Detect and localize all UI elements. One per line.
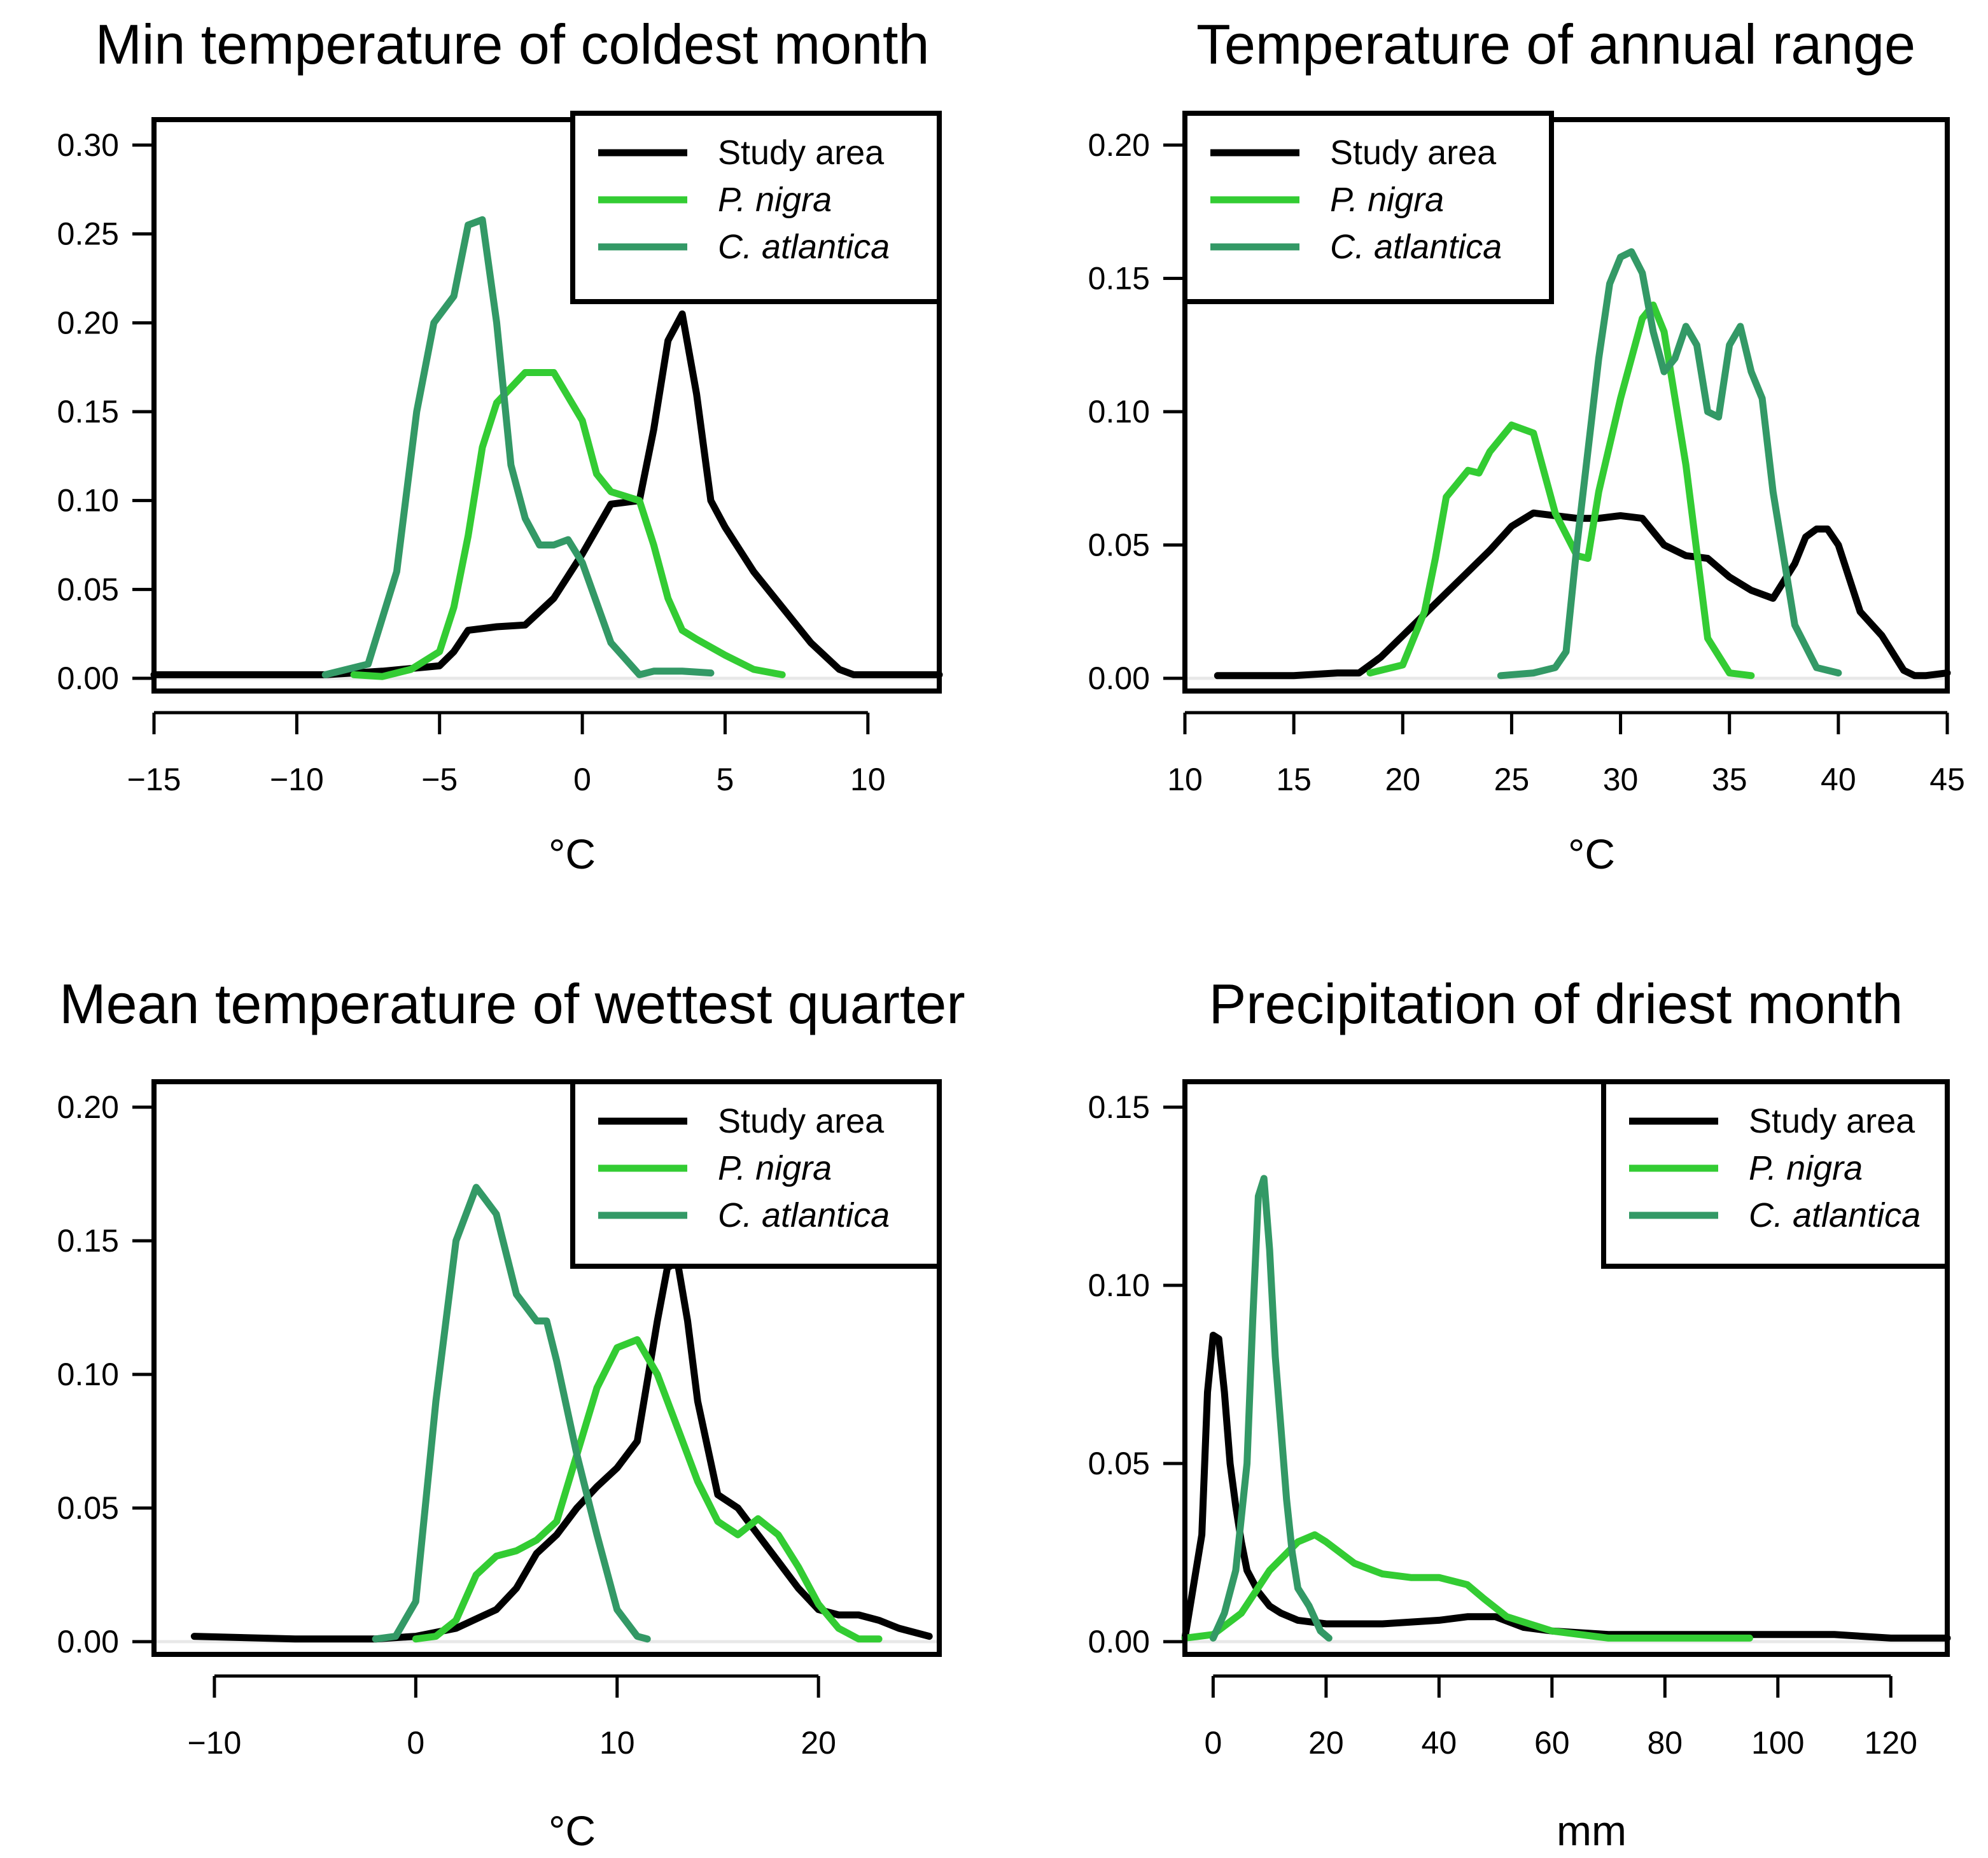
x-tick-label: 0 xyxy=(573,762,591,797)
x-tick-label: −10 xyxy=(270,762,324,797)
chart-title: Temperature of annual range xyxy=(1196,13,1915,76)
legend: Study area P. nigra C. atlantica xyxy=(1601,1079,1950,1269)
series-line-study-area xyxy=(1181,1331,1951,1642)
y-tick-label: 0.05 xyxy=(57,571,119,607)
plot-frame xyxy=(151,1079,942,1657)
legend-label: P. nigra xyxy=(1330,181,1444,219)
legend-box xyxy=(1182,111,1554,304)
series-line-study-area xyxy=(1214,509,1951,680)
x-tick-label: 60 xyxy=(1534,1725,1570,1761)
x-tick-label: 0 xyxy=(1204,1725,1222,1761)
x-tick-label: 0 xyxy=(407,1725,424,1761)
legend-label: P. nigra xyxy=(718,181,832,219)
legend-label: Study area xyxy=(718,1102,885,1140)
plot-frame xyxy=(1182,117,1950,694)
y-tick-label: 0.10 xyxy=(57,483,119,519)
x-tick-label: 10 xyxy=(850,762,886,797)
y-tick-label: 0.20 xyxy=(57,1089,119,1125)
y-tick-label: 0.00 xyxy=(1088,1624,1150,1659)
y-tick-label: 0.05 xyxy=(1088,527,1150,563)
x-tick-label: 15 xyxy=(1276,762,1312,797)
legend-label: C. atlantica xyxy=(718,1196,890,1234)
x-tick-label: 5 xyxy=(717,762,734,797)
series-line-c-atlantica xyxy=(372,1184,651,1643)
series-line-p-nigra xyxy=(1181,1531,1753,1642)
x-tick-label: 40 xyxy=(1821,762,1856,797)
y-tick-label: 0.10 xyxy=(1088,1268,1150,1303)
x-tick-label: 45 xyxy=(1929,762,1965,797)
series-line-c-atlantica xyxy=(1497,248,1842,680)
legend: Study area P. nigra C. atlantica xyxy=(570,111,942,304)
y-tick-label: 0.20 xyxy=(1088,127,1150,163)
legend-label: Study area xyxy=(1330,134,1497,172)
y-tick-label: 0.15 xyxy=(1088,261,1150,297)
y-tick-label: 0.20 xyxy=(57,305,119,340)
y-tick-label: 0.10 xyxy=(57,1357,119,1392)
chart-title: Min temperature of coldest month xyxy=(95,13,930,76)
legend: Study area P. nigra C. atlantica xyxy=(570,1079,942,1269)
legend-box xyxy=(1601,1079,1950,1269)
x-tick-label: −10 xyxy=(188,1725,242,1761)
y-tick-label: 0.05 xyxy=(57,1490,119,1526)
series-line-c-atlantica xyxy=(1209,1175,1333,1642)
x-tick-label: 10 xyxy=(599,1725,635,1761)
chart-panel-4: Precipitation of driest month 0.00 0.05 0.1… xyxy=(1088,972,1951,1854)
y-tick-label: 0.10 xyxy=(1088,394,1150,430)
series-line-study-area xyxy=(150,310,943,678)
legend-label: Study area xyxy=(1749,1102,1915,1140)
x-tick-label: 25 xyxy=(1494,762,1530,797)
y-tick-label: 0.05 xyxy=(1088,1446,1150,1481)
x-tick-label: 35 xyxy=(1712,762,1747,797)
legend-box xyxy=(570,1079,942,1269)
y-tick-label: 0.00 xyxy=(57,1624,119,1659)
series-line-p-nigra xyxy=(412,1336,883,1643)
legend-label: C. atlantica xyxy=(1330,228,1502,266)
x-tick-label: 20 xyxy=(801,1725,836,1761)
x-tick-label: 80 xyxy=(1647,1725,1683,1761)
x-tick-label: 20 xyxy=(1308,1725,1344,1761)
x-axis-label: °C xyxy=(1568,830,1615,877)
legend: Study area P. nigra C. atlantica xyxy=(1182,111,1554,304)
x-tick-label: 120 xyxy=(1865,1725,1917,1761)
y-tick-label: 0.15 xyxy=(57,1223,119,1259)
y-tick-label: 0.00 xyxy=(57,660,119,696)
legend-box xyxy=(570,111,942,304)
plot-frame xyxy=(1182,1079,1950,1657)
x-tick-label: 40 xyxy=(1422,1725,1457,1761)
chart-title: Precipitation of driest month xyxy=(1209,972,1903,1035)
chart-panel-1: Min temperature of coldest month 0.00 0.05… xyxy=(57,13,943,877)
series-line-c-atlantica xyxy=(321,216,715,678)
x-axis-label: mm xyxy=(1557,1807,1627,1854)
series-line-p-nigra xyxy=(1366,301,1755,680)
x-tick-label: 100 xyxy=(1751,1725,1804,1761)
x-tick-label: 30 xyxy=(1603,762,1639,797)
series-line-p-nigra xyxy=(350,369,786,680)
legend-label: Study area xyxy=(718,134,885,172)
chart-title: Mean temperature of wettest quarter xyxy=(59,972,965,1035)
x-tick-label: −5 xyxy=(421,762,458,797)
x-tick-label: 20 xyxy=(1385,762,1420,797)
y-tick-label: 0.15 xyxy=(1088,1089,1150,1125)
series-line-study-area xyxy=(190,1259,933,1643)
x-axis-label: °C xyxy=(549,1807,596,1854)
y-tick-label: 0.25 xyxy=(57,216,119,252)
plot-frame xyxy=(151,117,942,694)
y-tick-label: 0.15 xyxy=(57,394,119,430)
chart-panel-3: Mean temperature of wettest quarter 0.00 0… xyxy=(57,972,965,1854)
x-tick-label: −15 xyxy=(127,762,181,797)
x-axis-label: °C xyxy=(549,830,596,877)
x-tick-label: 10 xyxy=(1167,762,1203,797)
legend-label: P. nigra xyxy=(1749,1149,1863,1187)
chart-panel-2: Temperature of annual range 0.00 0.05 0.10 0… xyxy=(1088,13,1965,877)
y-tick-label: 0.30 xyxy=(57,127,119,163)
y-tick-label: 0.00 xyxy=(1088,660,1150,696)
legend-label: C. atlantica xyxy=(1749,1196,1921,1234)
legend-label: P. nigra xyxy=(718,1149,832,1187)
legend-label: C. atlantica xyxy=(718,228,890,266)
